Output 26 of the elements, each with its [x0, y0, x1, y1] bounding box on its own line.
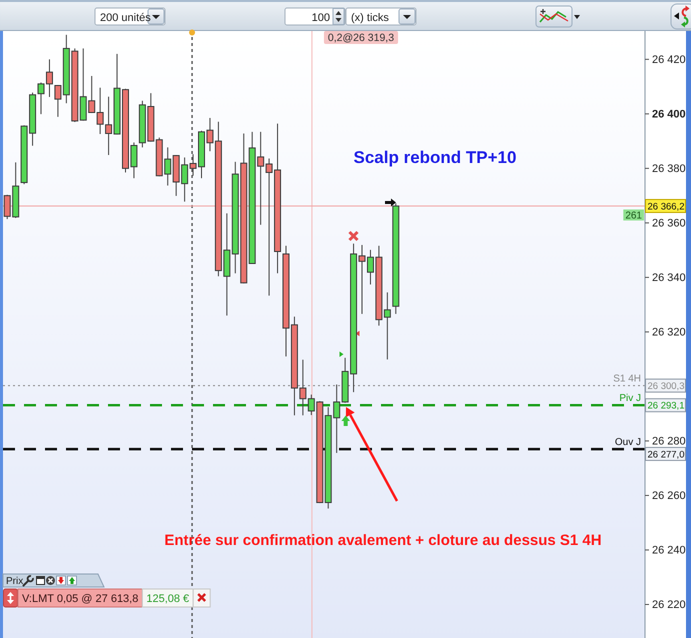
text: 26 366,2 — [648, 201, 684, 212]
text: 26 293,1 — [648, 400, 684, 412]
y-tick-label: 26 280 — [652, 435, 686, 448]
ref-line-label: Ouv J — [614, 437, 641, 448]
text: 200 unités — [100, 12, 152, 24]
y-tick-label: 26 340 — [652, 272, 686, 284]
y-tick-label: 26 260 — [652, 490, 686, 502]
text: 26 277,0 — [648, 449, 684, 460]
y-tick-label: 26 360 — [652, 217, 686, 230]
text: (x) ticks — [351, 12, 390, 24]
y-tick-label: 26 320 — [652, 326, 686, 338]
y-tick-label: 26 400 — [652, 108, 686, 120]
y-tick-label: 26 380 — [652, 162, 686, 175]
annotation: Prix — [6, 576, 24, 587]
y-tick-label: 26 420 — [652, 54, 686, 66]
text: 100 — [312, 12, 330, 24]
ref-line-label: Piv J — [619, 393, 641, 404]
annotation: 0,2@26 319,3 — [328, 32, 394, 44]
text: 26 300,3 — [648, 381, 684, 392]
annotation: Entrée sur confirmation avalement + cloture au dessus S1 4H — [164, 532, 602, 549]
annotation: Scalp rebond TP+10 — [354, 148, 516, 167]
annotation: 125,08 € — [146, 593, 190, 605]
y-tick-label: 26 220 — [652, 598, 686, 611]
y-tick-label: 26 240 — [652, 544, 686, 556]
annotation: V:LMT 0,05 @ 27 613,8 — [22, 593, 138, 605]
ref-line-label: S1 4H — [613, 374, 641, 385]
